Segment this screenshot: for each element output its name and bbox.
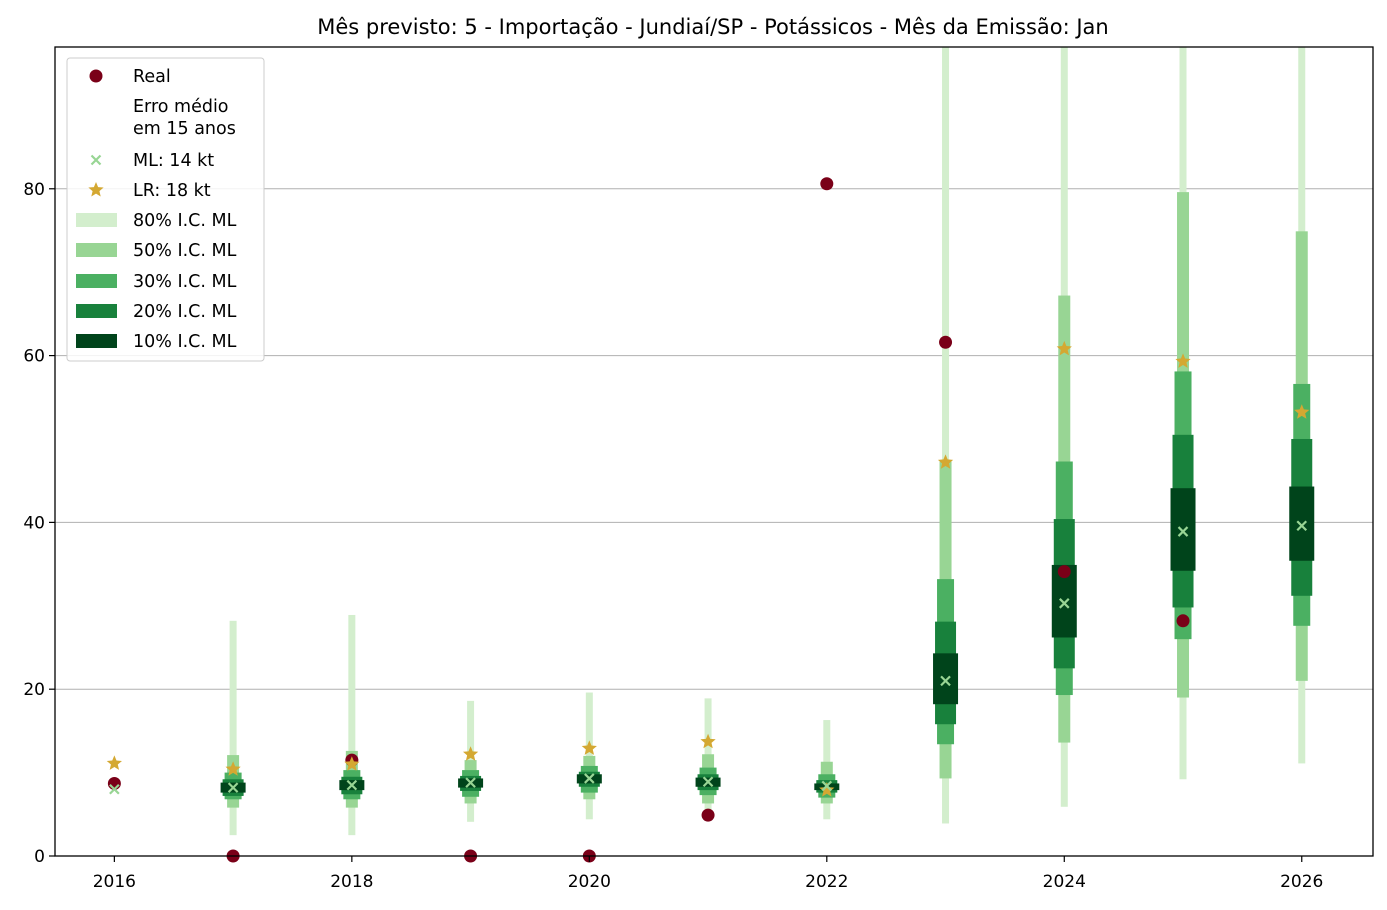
lr-point (819, 782, 835, 797)
legend-label: ML: 14 kt (133, 151, 214, 171)
real-point (701, 808, 715, 822)
real-point (1057, 565, 1071, 579)
ci10-interval-bar (1289, 486, 1315, 561)
ml-point (1296, 520, 1308, 532)
ml-point (227, 782, 239, 793)
y-tick-label: 0 (34, 847, 45, 867)
ml-point (940, 675, 951, 687)
legend-label-line: 80% I.C. ML (133, 211, 237, 231)
x-tick-label: 2020 (568, 872, 611, 892)
legend-label-line: ML: 14 kt (133, 151, 214, 171)
legend-swatch (76, 274, 117, 288)
legend-swatch (76, 304, 117, 318)
ci80-interval-bar (229, 620, 237, 836)
real-point (939, 335, 953, 349)
legend-label: 50% I.C. ML (133, 241, 237, 261)
lr-point (344, 756, 360, 771)
ml-point (1177, 526, 1189, 537)
ml-point (1059, 598, 1070, 609)
legend-marker-ml (90, 154, 102, 166)
y-tick-label: 40 (23, 513, 45, 533)
legend: Real Erro médio em 15 anos ML: 14 kt LR: 18 … (66, 57, 265, 362)
lr-point (106, 755, 122, 770)
x-tick-label: 2022 (805, 872, 848, 892)
ci80-interval-bar (942, 47, 950, 824)
x-tick-label: 2018 (330, 872, 373, 892)
chart-title: Mês previsto: 5 - Importação - Jundiaí/S… (317, 15, 1109, 39)
lr-point (1175, 353, 1191, 368)
point-layer (106, 177, 1310, 863)
legend-label-line: Erro médio (133, 97, 229, 117)
x-tick-label: 2024 (1043, 872, 1086, 892)
legend-marker-real (89, 69, 103, 83)
x-tick-label: 2016 (93, 872, 136, 892)
legend-label: 20% I.C. ML (133, 302, 237, 322)
legend-label: LR: 18 kt (133, 181, 211, 201)
legend-label-line: em 15 anos (133, 119, 236, 139)
legend-marker-lr (88, 182, 104, 197)
legend-label: 10% I.C. ML (133, 332, 237, 352)
legend-label-line: 10% I.C. ML (133, 332, 237, 352)
axis-layer: 0 20 40 60 80 2016 2018 2020 2022 2024 2026 (23, 180, 1323, 892)
y-tick-label: 60 (23, 347, 45, 367)
ml-point (702, 776, 714, 788)
lr-point (225, 761, 241, 776)
legend-swatch (76, 243, 117, 257)
lr-point (1294, 404, 1310, 419)
lr-point (581, 740, 597, 755)
lr-point (462, 746, 479, 761)
ci10-interval-bar (1170, 488, 1196, 571)
lr-point (937, 454, 954, 469)
x-tick-label: 2026 (1280, 872, 1323, 892)
real-point (1176, 614, 1190, 628)
y-tick-label: 80 (23, 180, 45, 200)
ml-point (584, 773, 595, 784)
legend-label: 80% I.C. ML (133, 211, 237, 231)
legend-label-line: LR: 18 kt (133, 181, 211, 201)
ml-point (465, 777, 476, 788)
legend-label: Real (133, 67, 171, 87)
y-tick-label: 20 (23, 680, 45, 700)
legend-swatch (76, 334, 117, 348)
legend-label-line: Real (133, 67, 171, 87)
legend-label-line: 20% I.C. ML (133, 302, 237, 322)
ml-point (346, 779, 358, 791)
ci80-interval-bar (348, 614, 356, 836)
interval-layer (220, 47, 1315, 836)
legend-label-line: 50% I.C. ML (133, 241, 237, 261)
lr-point (1056, 340, 1072, 356)
legend-label-line: 30% I.C. ML (133, 272, 237, 292)
lr-point (700, 733, 716, 749)
plot-frame (54, 46, 1374, 857)
ml-point (109, 784, 120, 795)
real-point (820, 177, 834, 191)
ml-point (821, 780, 833, 792)
grid-layer (55, 188, 1373, 690)
legend-label: Erro médio em 15 anos (133, 97, 236, 139)
legend-label: 30% I.C. ML (133, 272, 237, 292)
legend-swatch (76, 213, 117, 227)
ci10-interval-bar (933, 653, 959, 705)
